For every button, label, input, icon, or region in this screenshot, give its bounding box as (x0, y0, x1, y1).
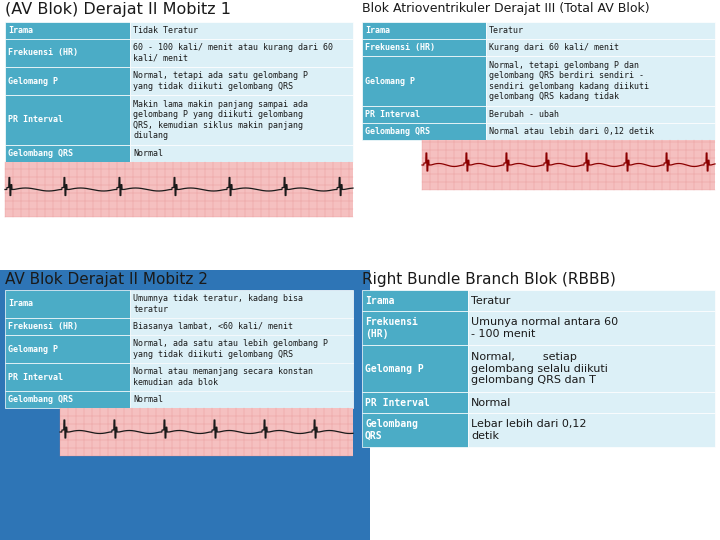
Text: Right Bundle Branch Blok (RBBB): Right Bundle Branch Blok (RBBB) (362, 272, 616, 287)
Text: Normal, tetapi ada satu gelombang P
yang tidak diikuti gelombang QRS: Normal, tetapi ada satu gelombang P yang… (133, 71, 308, 91)
Text: Normal: Normal (133, 149, 163, 158)
Bar (362, 345, 468, 392)
Bar (422, 140, 715, 190)
Text: Normal atau lebih dari 0,12 detik: Normal atau lebih dari 0,12 detik (489, 127, 654, 136)
Text: Teratur: Teratur (489, 26, 523, 35)
Bar (60, 408, 353, 456)
Bar (5, 290, 130, 318)
Text: Lebar lebih dari 0,12
detik: Lebar lebih dari 0,12 detik (471, 419, 586, 441)
Text: Gelomang P: Gelomang P (365, 363, 424, 374)
Bar (362, 311, 468, 345)
Bar (5, 145, 130, 162)
Text: Normal, ada satu atau lebih gelombang P
yang tidak diikuti gelombang QRS: Normal, ada satu atau lebih gelombang P … (133, 339, 328, 359)
Text: Normal: Normal (471, 397, 511, 408)
Text: Gelomang P: Gelomang P (8, 77, 58, 85)
Bar (130, 39, 353, 67)
Bar (468, 392, 715, 413)
Bar (362, 56, 485, 106)
Text: Gelomang P: Gelomang P (8, 345, 58, 354)
Text: Kurang dari 60 kali/ menit: Kurang dari 60 kali/ menit (489, 43, 618, 52)
Bar (468, 413, 715, 447)
Bar (362, 22, 485, 39)
Text: Biasanya lambat, <60 kali/ menit: Biasanya lambat, <60 kali/ menit (133, 322, 293, 331)
Text: Teratur: Teratur (471, 295, 510, 306)
Text: PR Interval: PR Interval (365, 397, 430, 408)
Bar (362, 392, 468, 413)
Text: Irama: Irama (365, 295, 395, 306)
Bar (5, 318, 130, 335)
Text: Berubah - ubah: Berubah - ubah (489, 110, 559, 119)
Bar (130, 290, 353, 318)
Text: AV Blok Derajat II Mobitz 2: AV Blok Derajat II Mobitz 2 (5, 272, 208, 287)
Bar (362, 106, 485, 123)
Text: Normal, tetapi gelombang P dan
gelombang QRS berdiri sendiri -
sendiri gelombang: Normal, tetapi gelombang P dan gelombang… (489, 61, 649, 101)
Text: Irama: Irama (8, 26, 33, 35)
Text: (AV Blok) Derajat II Mobitz 1: (AV Blok) Derajat II Mobitz 1 (5, 2, 231, 17)
Bar (130, 318, 353, 335)
Text: PR Interval: PR Interval (8, 116, 63, 125)
Text: Umunya normal antara 60
- 100 menit: Umunya normal antara 60 - 100 menit (471, 317, 618, 339)
Bar (362, 39, 485, 56)
Bar (485, 39, 715, 56)
Bar (5, 335, 130, 363)
Bar (130, 145, 353, 162)
Text: Normal atau memanjang secara konstan
kemudian ada blok: Normal atau memanjang secara konstan kem… (133, 367, 313, 387)
Bar (130, 335, 353, 363)
Bar (5, 95, 130, 145)
Text: Frekuensi (HR): Frekuensi (HR) (365, 43, 435, 52)
Text: Umumnya tidak teratur, kadang bisa
teratur: Umumnya tidak teratur, kadang bisa terat… (133, 294, 303, 314)
Bar (130, 363, 353, 391)
Text: Makin lama makin panjang sampai ada
gelombang P yang diikuti gelombang
QRS, kemu: Makin lama makin panjang sampai ada gelo… (133, 100, 308, 140)
Text: Gelombang QRS: Gelombang QRS (8, 149, 73, 158)
Bar (5, 363, 130, 391)
Bar (5, 162, 353, 217)
Bar (362, 290, 468, 311)
Text: Frekuensi (HR): Frekuensi (HR) (8, 49, 78, 57)
Text: Gelomang P: Gelomang P (365, 77, 415, 85)
Bar (130, 22, 353, 39)
Text: Gelombang
QRS: Gelombang QRS (365, 419, 418, 441)
Bar (362, 123, 485, 140)
Text: Gelombang QRS: Gelombang QRS (8, 395, 73, 404)
Bar (468, 290, 715, 311)
Text: Tidak Teratur: Tidak Teratur (133, 26, 198, 35)
Bar (5, 22, 130, 39)
Polygon shape (0, 270, 370, 540)
Bar (5, 67, 130, 95)
Bar (5, 39, 130, 67)
Text: PR Interval: PR Interval (365, 110, 420, 119)
Bar (485, 123, 715, 140)
Bar (485, 106, 715, 123)
Bar (468, 345, 715, 392)
Bar (5, 391, 130, 408)
Text: Normal: Normal (133, 395, 163, 404)
Text: 60 - 100 kali/ menit atau kurang dari 60
kali/ menit: 60 - 100 kali/ menit atau kurang dari 60… (133, 43, 333, 63)
Text: Frekuensi (HR): Frekuensi (HR) (8, 322, 78, 331)
Text: Gelombang QRS: Gelombang QRS (365, 127, 430, 136)
Text: PR Interval: PR Interval (8, 373, 63, 381)
Bar (485, 56, 715, 106)
Bar (468, 311, 715, 345)
Text: Frekuensi
(HR): Frekuensi (HR) (365, 317, 418, 339)
Bar (130, 95, 353, 145)
Bar (362, 413, 468, 447)
Bar (130, 67, 353, 95)
Text: Blok Atrioventrikuler Derajat III (Total AV Blok): Blok Atrioventrikuler Derajat III (Total… (362, 2, 649, 15)
Bar (485, 22, 715, 39)
Text: Normal,        setiap
gelombang selalu diikuti
gelombang QRS dan T: Normal, setiap gelombang selalu diikuti … (471, 352, 608, 385)
Bar (130, 391, 353, 408)
Text: Irama: Irama (8, 300, 33, 308)
Text: Irama: Irama (365, 26, 390, 35)
